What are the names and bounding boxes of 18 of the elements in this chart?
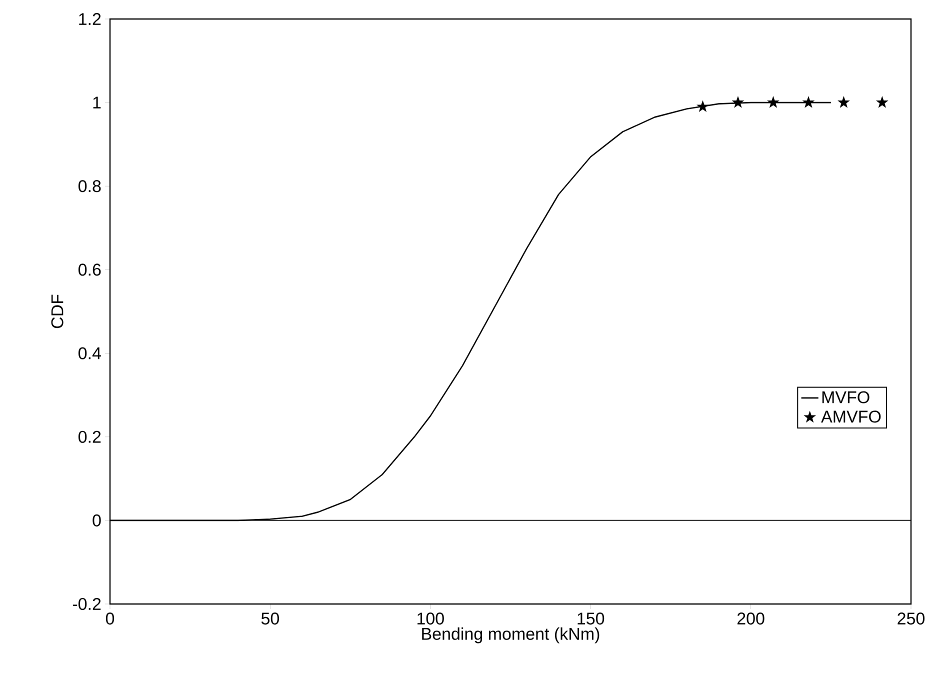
x-tick-label: 100 <box>418 612 444 625</box>
y-tick-label: 0.6 <box>78 264 101 276</box>
y-tick-label: 0 <box>92 514 101 526</box>
y-tick-label: 1 <box>93 96 101 108</box>
x-tick-label: 0 <box>106 612 114 625</box>
legend-label: AMVFO <box>821 410 881 423</box>
y-tick-label: 0.2 <box>78 430 101 443</box>
x-tick-label: 250 <box>898 612 925 625</box>
y-tick-label: 0.8 <box>78 180 101 192</box>
x-tick-label: 200 <box>737 612 764 625</box>
y-tick-label: -0.2 <box>72 598 101 610</box>
y-axis-title: CDF <box>51 294 64 328</box>
x-tick-label: 50 <box>261 612 279 625</box>
x-tick-label: 150 <box>578 612 604 625</box>
y-tick-label: 0.4 <box>78 347 101 360</box>
x-axis-title: Bending moment (kNm) <box>422 627 600 644</box>
y-tick-label: 1.2 <box>79 13 101 25</box>
legend-label: MVFO <box>822 391 870 404</box>
